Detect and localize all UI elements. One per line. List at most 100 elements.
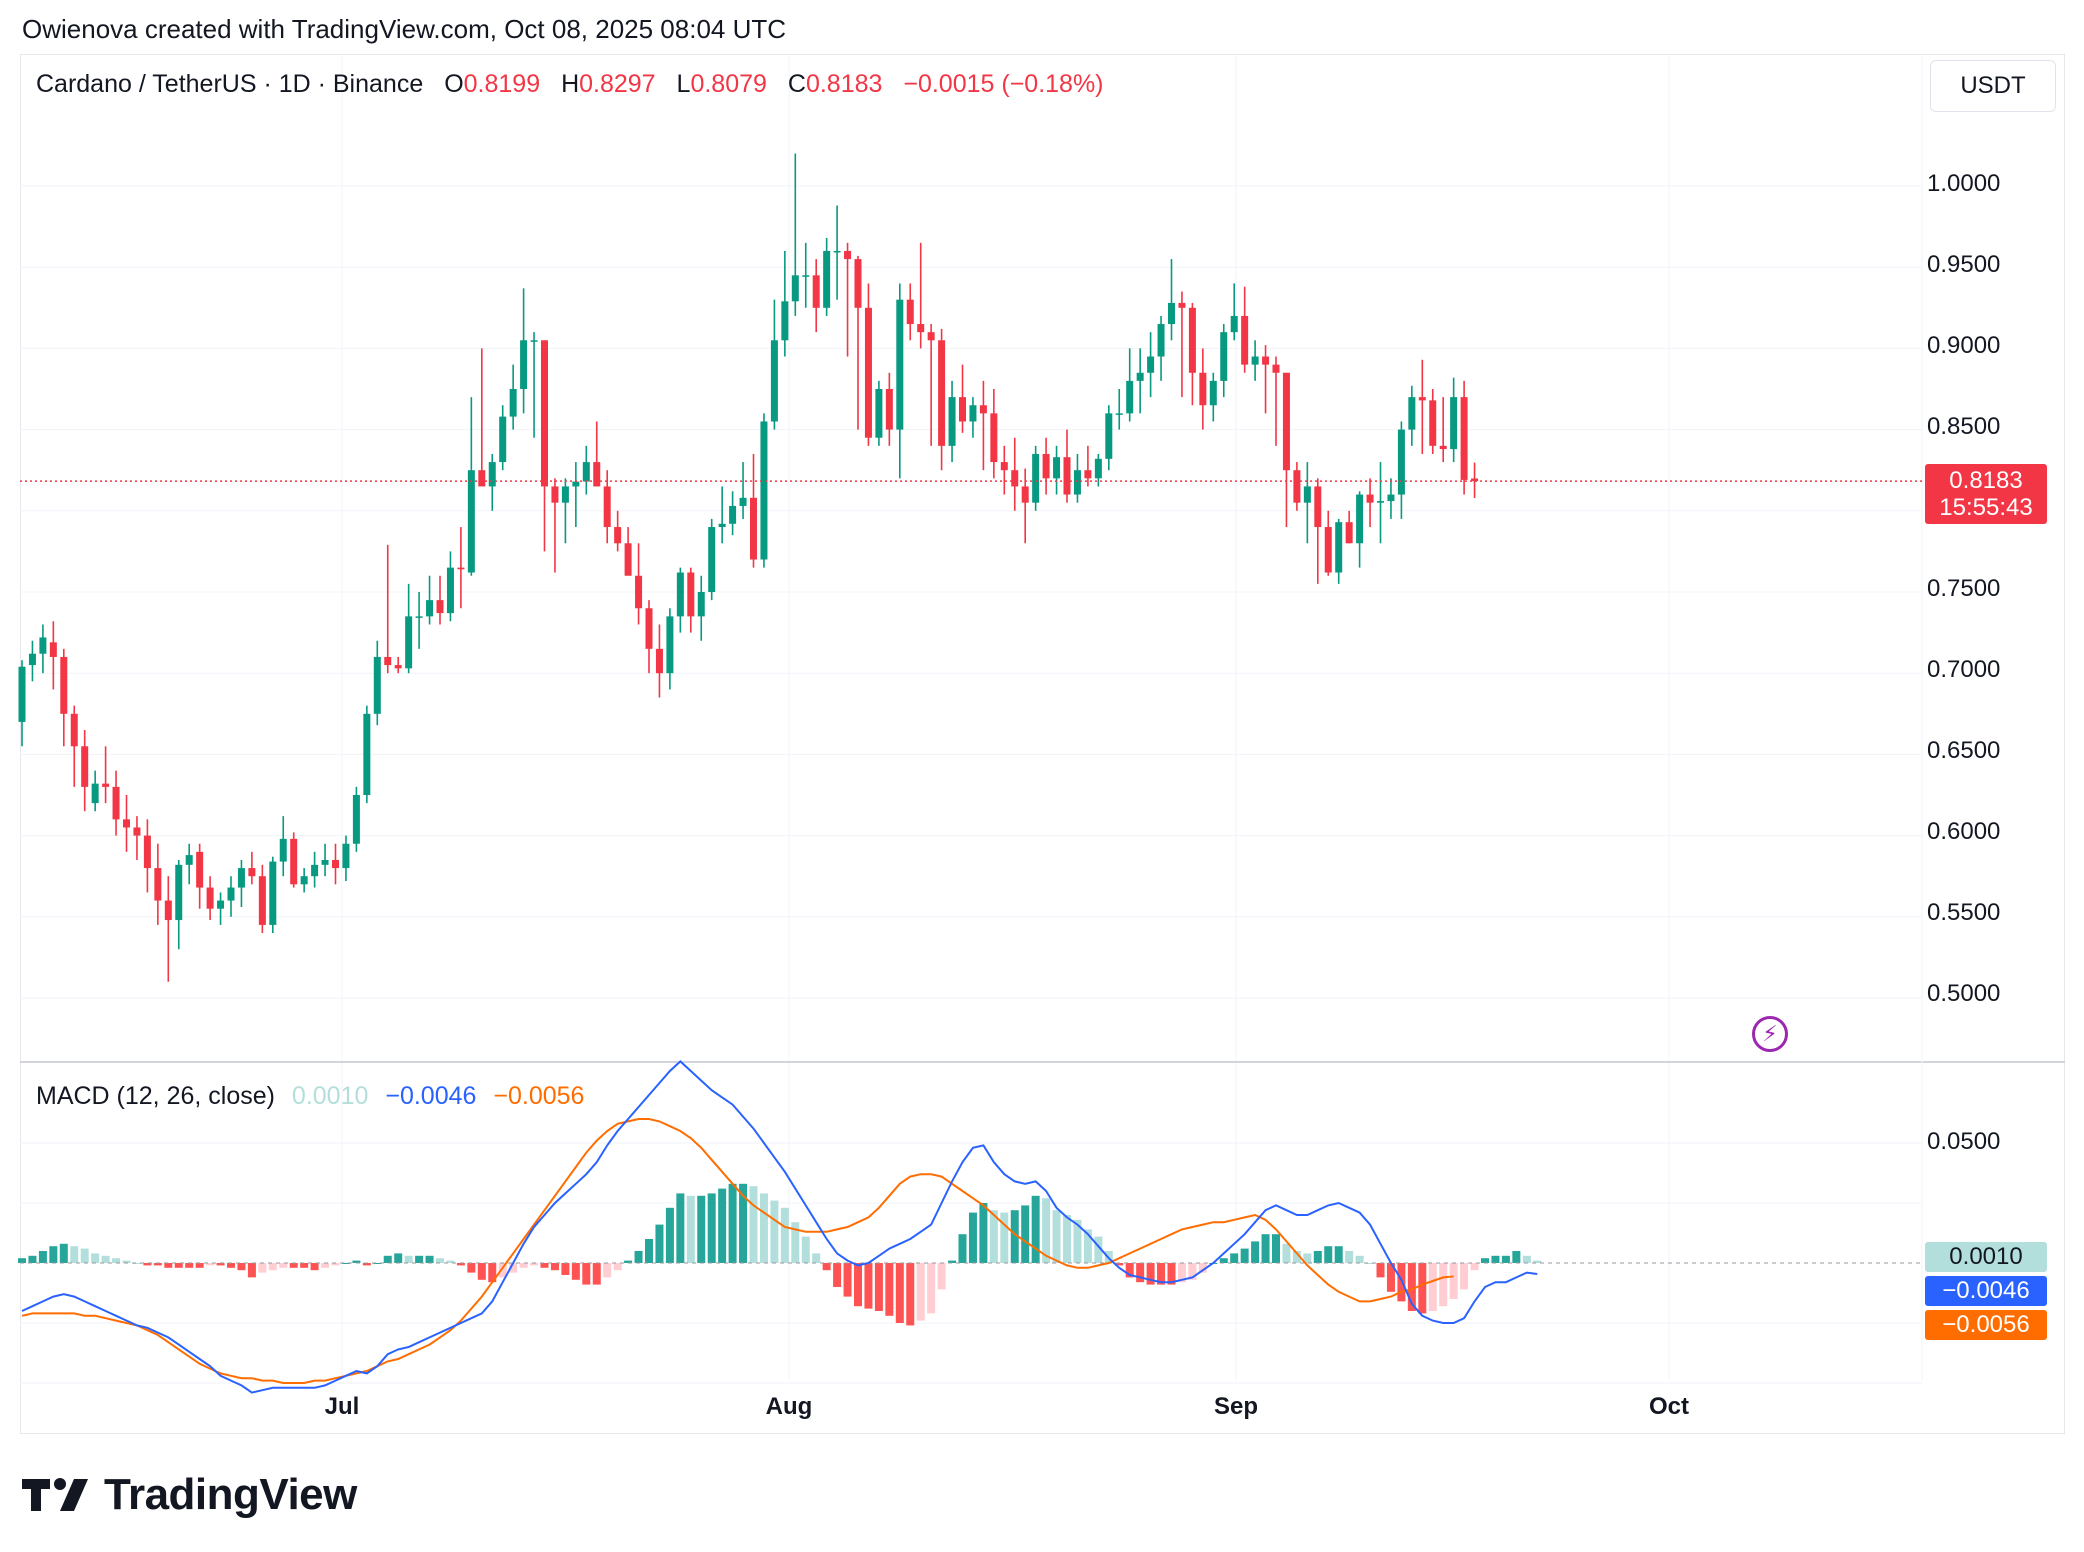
macd-indicator-name[interactable]: MACD (12, 26, close) xyxy=(36,1082,275,1110)
macd-histogram-bar xyxy=(1136,1263,1145,1283)
candle-body xyxy=(332,859,339,869)
macd-histogram-bar xyxy=(1345,1251,1354,1263)
macd-histogram-bar xyxy=(530,1263,539,1266)
candle-body xyxy=(823,250,831,308)
candle-body xyxy=(488,462,496,487)
candle-body xyxy=(196,851,204,888)
macd-histogram-bar xyxy=(341,1263,350,1264)
lightning-icon[interactable]: ⚡ xyxy=(1752,1016,1788,1052)
candle-body xyxy=(342,843,350,869)
candle-body xyxy=(18,666,26,722)
candle-body xyxy=(875,389,883,438)
bar-countdown: 15:55:43 xyxy=(1939,494,2033,521)
macd-histogram-bar xyxy=(906,1263,915,1326)
candle-body xyxy=(1178,302,1186,308)
macd-histogram-bar xyxy=(822,1263,831,1271)
candle-body xyxy=(603,486,611,528)
candle-body xyxy=(561,486,569,503)
candle-body xyxy=(133,827,141,836)
macd-histogram-bar xyxy=(509,1263,518,1273)
macd-histogram-bar xyxy=(1052,1210,1061,1263)
candle-body xyxy=(833,250,841,253)
macd-histogram-bar xyxy=(185,1263,194,1268)
macd-histogram-bar xyxy=(1000,1212,1009,1263)
macd-histogram-bar xyxy=(1063,1215,1071,1263)
macd-histogram-bar xyxy=(1355,1255,1364,1263)
candle-body xyxy=(844,250,852,260)
candle-body xyxy=(979,405,987,414)
price-tick: 0.7500 xyxy=(1927,575,2001,602)
candle-body xyxy=(467,470,475,573)
candle-body xyxy=(718,523,726,528)
candle-body xyxy=(582,462,590,482)
candle-body xyxy=(279,838,287,862)
macd-histogram-bar xyxy=(122,1260,131,1263)
macd-histogram-bar xyxy=(1261,1234,1270,1263)
candle-body xyxy=(864,307,872,438)
candle-body xyxy=(237,868,245,888)
macd-histogram-bar xyxy=(937,1263,946,1290)
candle-body xyxy=(676,572,684,617)
macd-histogram-bar xyxy=(582,1263,591,1285)
candle-body xyxy=(1429,400,1437,446)
macd-histogram-bar xyxy=(1418,1263,1427,1314)
candle-body xyxy=(217,900,225,909)
macd-histogram-bar xyxy=(885,1263,894,1316)
candle-body xyxy=(1397,429,1405,495)
macd-histogram-bar xyxy=(383,1255,392,1263)
candle-body xyxy=(750,497,757,560)
candle-body xyxy=(969,405,977,422)
candle-body xyxy=(1000,462,1008,471)
macd-histogram-bar xyxy=(38,1251,47,1263)
candle-body xyxy=(1021,486,1029,503)
candle-body xyxy=(81,746,89,787)
candle-body xyxy=(1345,522,1353,544)
candle-body xyxy=(802,275,810,277)
candle-body xyxy=(1439,445,1447,450)
candle-body xyxy=(1011,470,1019,487)
last-price-tag: 0.8183 15:55:43 xyxy=(1925,464,2047,524)
symbol-name[interactable]: Cardano / TetherUS · 1D · Binance xyxy=(36,70,424,98)
macd-histogram-bar xyxy=(1146,1263,1155,1285)
low-value: 0.8079 xyxy=(690,70,767,98)
macd-histogram-bar xyxy=(1501,1255,1510,1263)
candle-body xyxy=(1199,372,1207,406)
macd-histogram-bar xyxy=(1167,1263,1176,1285)
macd-histogram-bar xyxy=(1094,1236,1103,1263)
macd-histogram-bar xyxy=(592,1263,601,1285)
macd-histogram-bar xyxy=(916,1263,925,1321)
macd-histogram-bar xyxy=(446,1260,455,1263)
candle-body xyxy=(729,505,737,524)
last-price-value: 0.8183 xyxy=(1949,467,2023,494)
macd-histogram-bar xyxy=(1282,1243,1291,1263)
macd-histogram-bar xyxy=(352,1260,361,1263)
macd-histogram-bar xyxy=(624,1260,633,1263)
candle-body xyxy=(499,416,507,463)
macd-histogram-bar xyxy=(1188,1263,1197,1280)
candle-body xyxy=(1209,380,1217,406)
candle-body xyxy=(791,275,799,302)
date-label-oct: Oct xyxy=(1648,1393,1690,1420)
macd-histogram-bar xyxy=(404,1255,413,1263)
candle-body xyxy=(248,868,256,877)
macd-histogram-bar xyxy=(739,1183,748,1263)
macd-histogram-bar xyxy=(686,1195,695,1263)
candle-body xyxy=(1324,527,1332,573)
logo-text: TradingView xyxy=(104,1470,357,1519)
currency-button[interactable]: USDT xyxy=(1930,60,2056,112)
macd-histogram-bar xyxy=(477,1263,486,1280)
macd-histogram-bar xyxy=(791,1222,800,1263)
candle-body xyxy=(39,637,47,654)
macd-histogram-bar xyxy=(1512,1251,1521,1263)
candle-body xyxy=(102,783,110,787)
candle-body xyxy=(143,835,151,869)
chart-frame[interactable] xyxy=(20,54,2065,1434)
macd-histogram-bar xyxy=(321,1263,330,1268)
candle-body xyxy=(49,642,57,657)
candle-body xyxy=(906,299,914,325)
candle-body xyxy=(446,567,454,614)
candle-body xyxy=(300,876,308,885)
open-label: O xyxy=(444,70,464,98)
macd-histogram-bar xyxy=(49,1246,58,1263)
